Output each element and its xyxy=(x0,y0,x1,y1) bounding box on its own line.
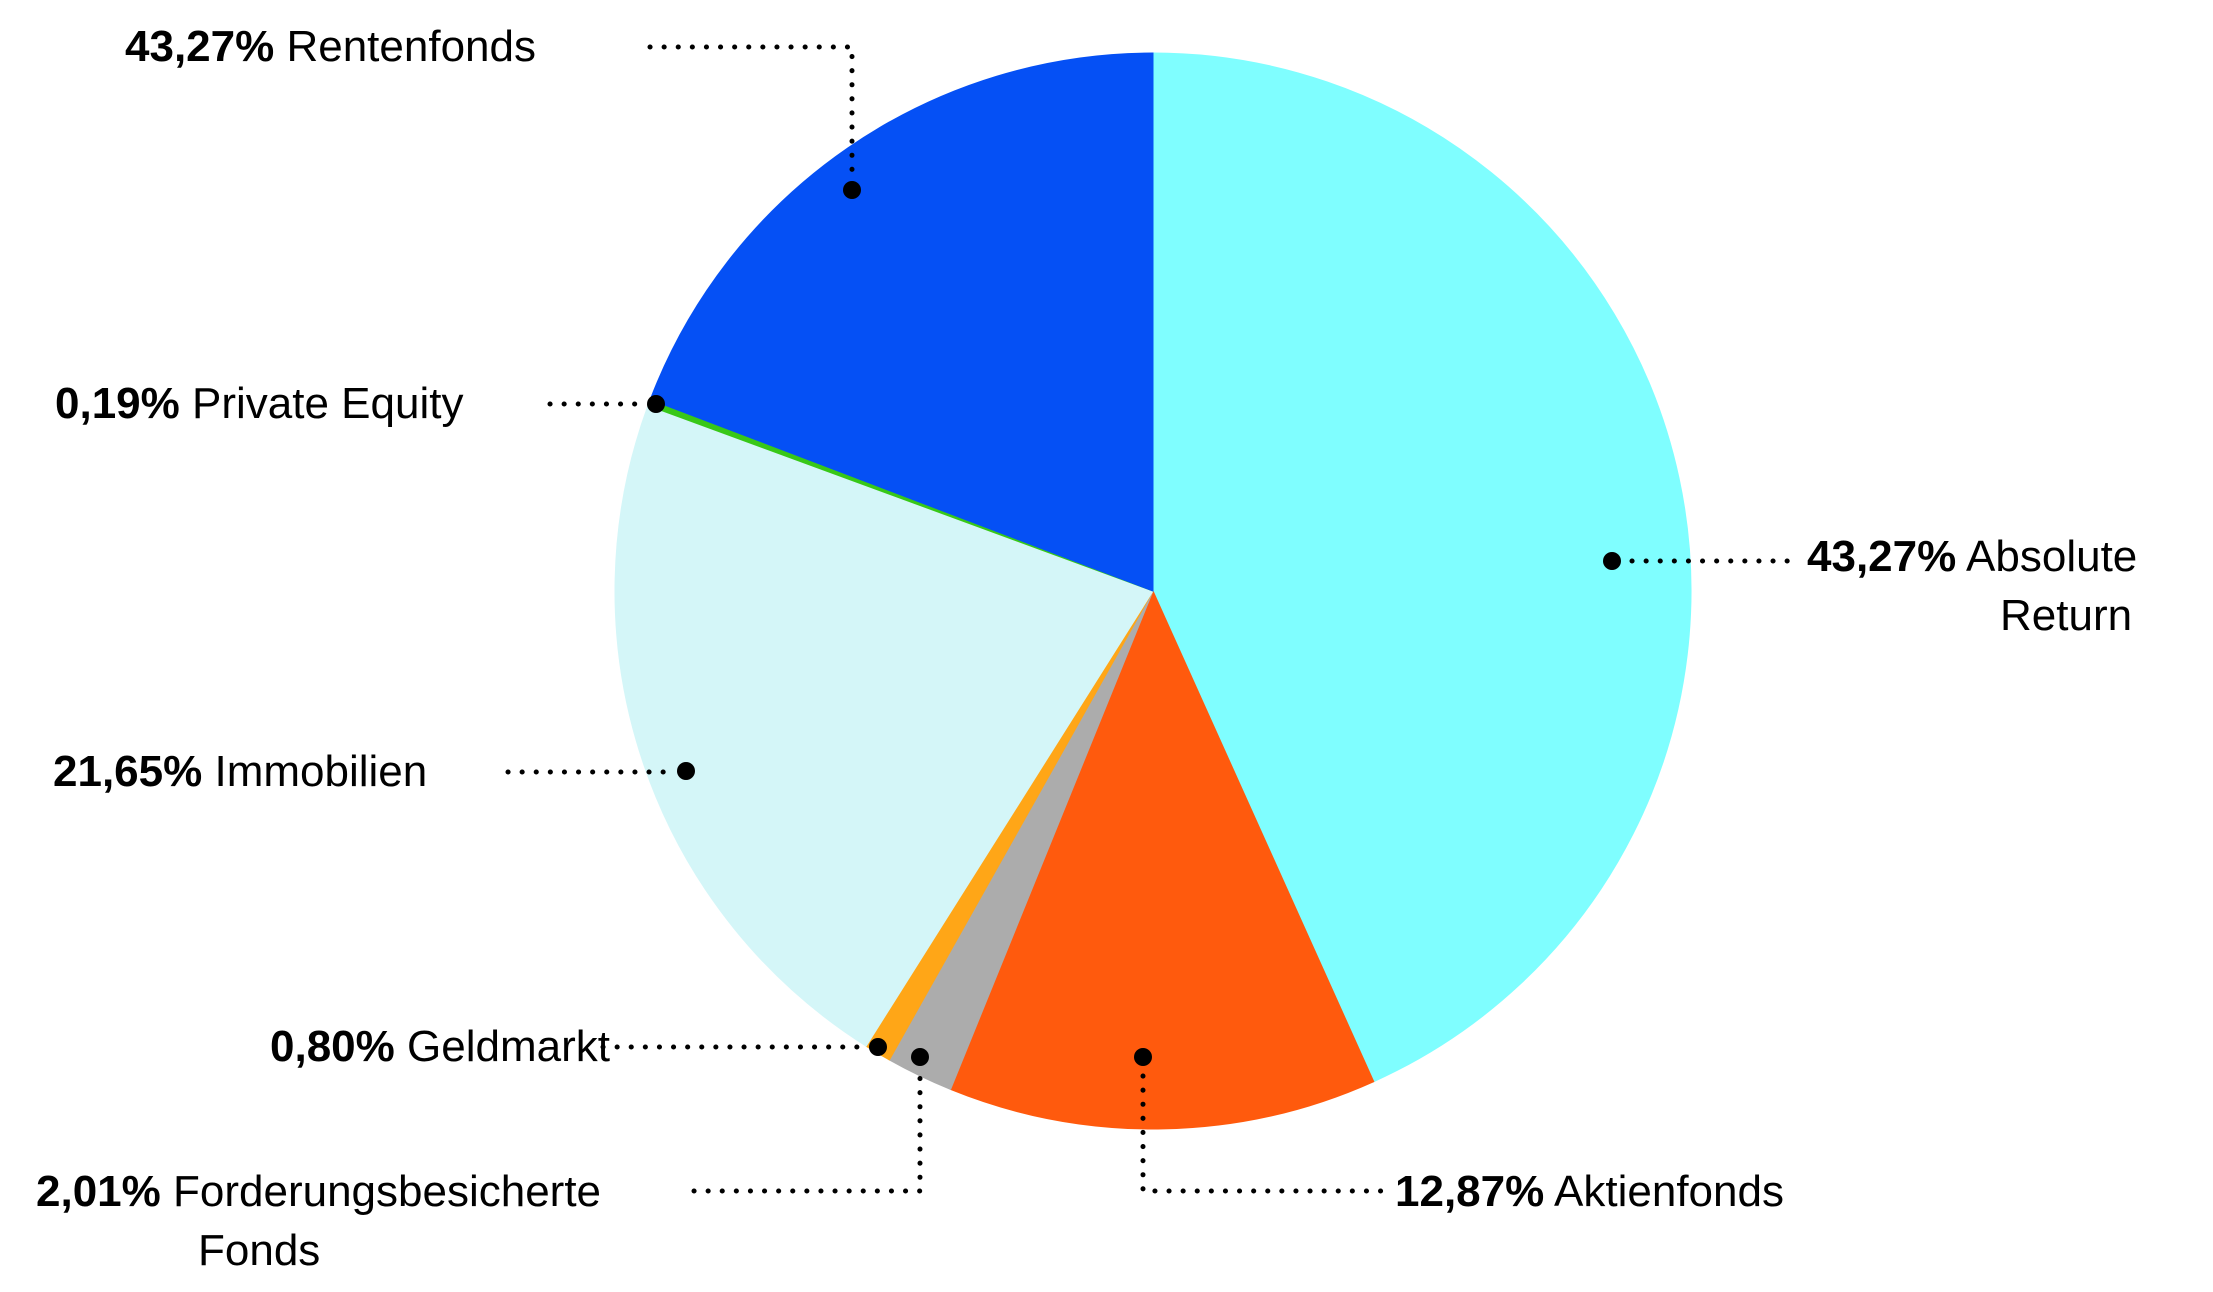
label-immobilien-name: Immobilien xyxy=(214,747,428,796)
label-forderungsbesicherte-fonds-line1: 2,01% Forderungsbesicherte xyxy=(36,1162,601,1221)
label-forderungsbesicherte-fonds-pct: 2,01% xyxy=(36,1167,161,1216)
label-geldmarkt-pct: 0,80% xyxy=(270,1022,395,1071)
label-rentenfonds-pct: 43,27% xyxy=(125,22,275,71)
label-immobilien: 21,65% Immobilien xyxy=(53,746,427,798)
anchor-dot-rentenfonds xyxy=(843,181,861,199)
anchor-dot-absolute-return xyxy=(1603,552,1621,570)
anchor-dot-aktienfonds xyxy=(1134,1048,1152,1066)
anchor-dot-geldmarkt xyxy=(869,1038,887,1056)
label-absolute-return-line1: 43,27% Absolute xyxy=(1807,527,2137,586)
anchor-dot-immobilien xyxy=(677,762,695,780)
label-absolute-return-pct: 43,27% xyxy=(1807,532,1957,581)
label-private-equity-name: Private Equity xyxy=(192,379,464,428)
label-rentenfonds-name: Rentenfonds xyxy=(286,22,536,71)
label-geldmarkt: 0,80% Geldmarkt xyxy=(270,1021,610,1073)
label-immobilien-pct: 21,65% xyxy=(53,747,203,796)
label-forderungsbesicherte-fonds-line2: Fonds xyxy=(198,1226,321,1275)
label-private-equity: 0,19% Private Equity xyxy=(55,378,463,430)
leader-lines-group xyxy=(505,44,1797,1194)
label-forderungsbesicherte-fonds: 2,01% Forderungsbesicherte Fonds xyxy=(36,1162,601,1280)
leader-line-forderungsbesicherte-fonds xyxy=(691,1073,923,1194)
leader-line-rentenfonds xyxy=(647,44,855,175)
label-geldmarkt-name: Geldmarkt xyxy=(407,1022,610,1071)
pie-slice-aktienfonds xyxy=(949,589,1375,1130)
anchor-dot-private-equity xyxy=(647,395,665,413)
label-absolute-return: 43,27% Absolute Return xyxy=(1807,527,2137,645)
pie-slice-absolute_return xyxy=(1152,52,1692,1083)
label-aktienfonds-name: Aktienfonds xyxy=(1554,1167,1784,1216)
label-absolute-return-line2: Return xyxy=(2000,591,2133,640)
label-absolute-return-name: Absolute xyxy=(1966,532,2138,581)
anchor-dot-forderungsbesicherte-fonds xyxy=(911,1048,929,1066)
pie-slice-immobilien xyxy=(614,404,1154,1047)
pie-slices-group xyxy=(614,52,1692,1130)
leader-line-aktienfonds xyxy=(1140,1073,1385,1194)
anchor-dots-group xyxy=(647,181,1621,1066)
label-aktienfonds-pct: 12,87% xyxy=(1395,1167,1545,1216)
label-forderungsbesicherte-fonds-name: Forderungsbesicherte xyxy=(173,1167,602,1216)
label-rentenfonds: 43,27% Rentenfonds xyxy=(125,21,536,73)
label-private-equity-pct: 0,19% xyxy=(55,379,180,428)
label-aktienfonds: 12,87% Aktienfonds xyxy=(1395,1166,1784,1218)
pie-slice-rentenfonds xyxy=(649,52,1154,592)
